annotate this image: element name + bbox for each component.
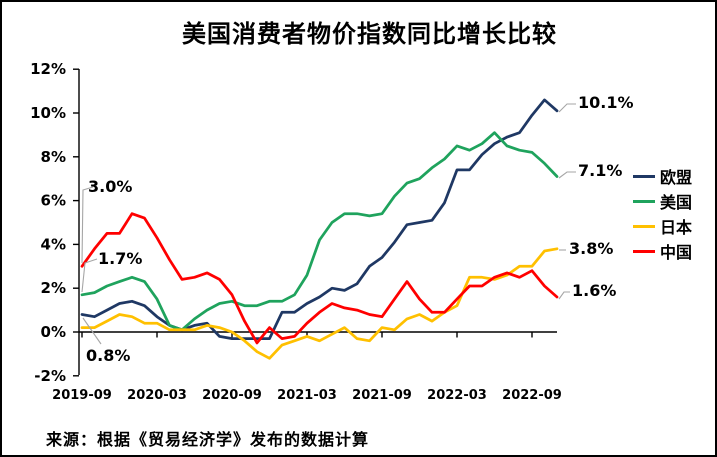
source-note: 来源：根据《贸易经济学》发布的数据计算 (46, 432, 370, 449)
legend-item-us: 美国 (633, 191, 693, 212)
annotation-leader (82, 317, 102, 345)
annotation-leader (558, 291, 570, 300)
annotation-leader (558, 171, 576, 179)
legend-swatch-jp (633, 224, 655, 228)
y-tick-label: 0% (41, 323, 66, 341)
series-line-us (80, 131, 559, 332)
x-tick-label: 2021-03 (277, 388, 337, 403)
x-tick-label: 2020-09 (202, 388, 262, 403)
x-tick-label: 2022-09 (502, 388, 562, 403)
annotation-leader (81, 186, 94, 264)
annotation-leader (81, 258, 98, 293)
y-tick-label: 6% (41, 192, 66, 210)
y-tick-label: 4% (41, 235, 66, 253)
annotation-label: 1.6% (572, 281, 616, 300)
legend-item-jp: 日本 (633, 216, 693, 237)
legend-label-eu: 欧盟 (660, 170, 693, 187)
y-tick-label: 2% (41, 279, 66, 297)
legend-item-eu: 欧盟 (633, 166, 693, 187)
x-tick-label: 2021-09 (352, 388, 412, 403)
x-tick-label: 2022-03 (427, 388, 487, 403)
chart-title: 美国消费者物价指数同比增长比较 (182, 22, 557, 48)
legend-swatch-cn (633, 249, 655, 253)
annotation-label: 3.8% (569, 239, 613, 258)
legend: 欧盟 美国 日本 中国 (633, 166, 693, 262)
legend-label-jp: 日本 (660, 220, 693, 237)
series-line-eu (80, 98, 559, 340)
legend-swatch-us (633, 199, 655, 203)
annotation-leader (558, 103, 576, 113)
y-tick-label: 12% (30, 60, 66, 78)
x-tick-label: 2019-09 (52, 388, 112, 403)
series-line-jp (80, 247, 559, 360)
series-line-cn (80, 212, 559, 345)
annotation-label: 1.7% (98, 249, 142, 268)
annotation-label: 3.0% (88, 177, 132, 196)
legend-item-cn: 中国 (633, 241, 693, 262)
annotation-label: 7.1% (578, 161, 622, 180)
legend-label-us: 美国 (660, 195, 693, 212)
y-tick-label: 10% (30, 104, 66, 122)
x-tick-label: 2020-03 (127, 388, 187, 403)
y-tick-label: 8% (41, 148, 66, 166)
legend-swatch-eu (633, 174, 655, 178)
annotation-label: 10.1% (578, 93, 634, 112)
legend-label-cn: 中国 (660, 245, 693, 262)
annotation-label: 0.8% (86, 346, 130, 365)
y-tick-label: -2% (34, 367, 66, 385)
